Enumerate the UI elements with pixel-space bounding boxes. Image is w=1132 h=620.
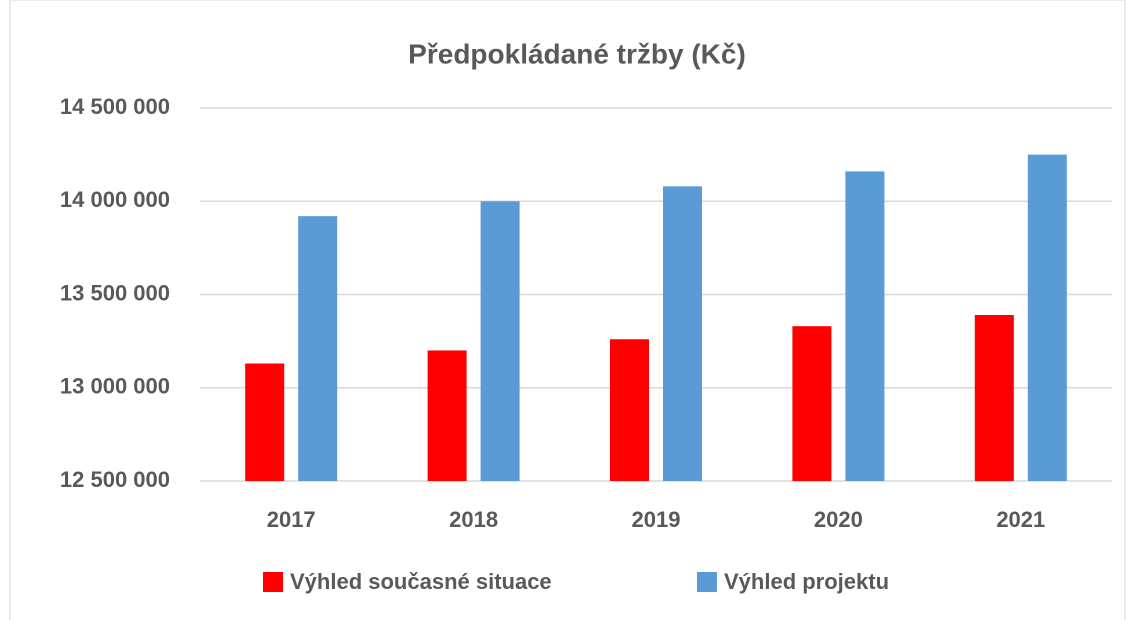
bar xyxy=(298,216,338,482)
chart-title: Předpokládané tržby (Kč) xyxy=(408,38,746,69)
bar xyxy=(663,186,702,481)
x-tick-label: 2018 xyxy=(449,507,498,532)
bar xyxy=(480,201,520,481)
x-tick-label: 2019 xyxy=(632,507,681,532)
bar xyxy=(845,171,885,481)
bar xyxy=(427,350,467,481)
legend-swatch xyxy=(263,572,283,592)
y-tick-label: 13 500 000 xyxy=(60,280,170,305)
y-tick-label: 13 000 000 xyxy=(60,374,170,399)
x-tick-label: 2017 xyxy=(267,507,316,532)
x-tick-label: 2020 xyxy=(814,507,863,532)
bar xyxy=(1027,154,1067,481)
bar xyxy=(792,326,832,481)
y-tick-label: 14 000 000 xyxy=(60,187,170,212)
bar xyxy=(974,315,1014,481)
chart-frame xyxy=(9,0,1126,620)
bar xyxy=(610,339,649,481)
legend-label: Výhled projektu xyxy=(724,569,889,594)
legend-label: Výhled současné situace xyxy=(290,569,552,594)
x-tick-label: 2021 xyxy=(996,507,1045,532)
bar xyxy=(245,363,285,481)
y-tick-label: 12 500 000 xyxy=(60,467,170,492)
y-tick-label: 14 500 000 xyxy=(60,94,170,119)
legend-swatch xyxy=(697,572,717,592)
